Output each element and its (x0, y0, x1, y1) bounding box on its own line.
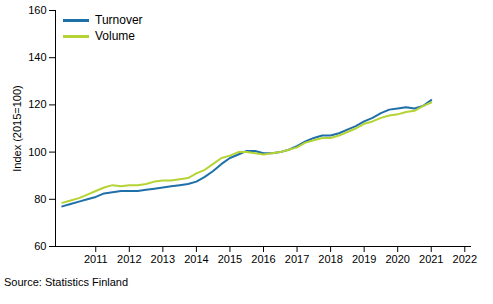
svg-text:120: 120 (28, 98, 46, 110)
svg-text:160: 160 (28, 4, 46, 16)
html-text:Volume: Volume (95, 29, 135, 43)
svg-text:2022: 2022 (453, 253, 477, 265)
svg-text:2018: 2018 (318, 253, 342, 265)
svg-text:2016: 2016 (251, 253, 275, 265)
svg-text:2013: 2013 (151, 253, 175, 265)
svg-text:Index (2015=100): Index (2015=100) (11, 85, 23, 172)
svg-text:60: 60 (34, 240, 46, 252)
svg-text:140: 140 (28, 51, 46, 63)
svg-text:2012: 2012 (117, 253, 141, 265)
svg-text:2011: 2011 (84, 253, 108, 265)
svg-text:2014: 2014 (184, 253, 208, 265)
svg-text:2015: 2015 (218, 253, 242, 265)
svg-text:100: 100 (28, 146, 46, 158)
html-text:Source: Statistics Finland: Source: Statistics Finland (4, 276, 129, 288)
svg-text:2017: 2017 (285, 253, 309, 265)
html-text:Turnover: Turnover (95, 13, 143, 27)
svg-text:2020: 2020 (385, 253, 409, 265)
svg-text:2019: 2019 (352, 253, 376, 265)
svg-text:80: 80 (34, 193, 46, 205)
svg-text:2021: 2021 (419, 253, 443, 265)
